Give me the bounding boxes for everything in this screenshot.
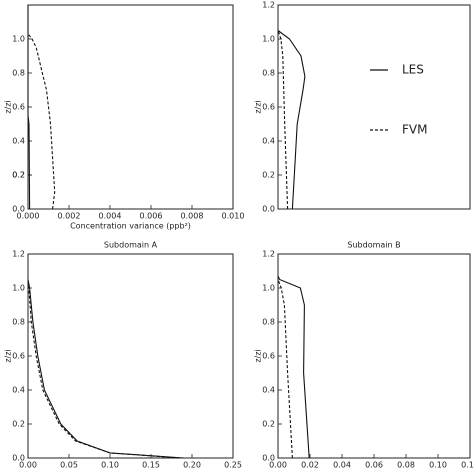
y-tick-label: 0.6	[12, 103, 25, 112]
plot-frame	[27, 4, 234, 210]
y-tick-label: 1.0	[12, 35, 25, 44]
legend-label: LES	[402, 63, 424, 77]
legend-label: FVM	[402, 123, 427, 137]
y-tick-label: 0.0	[12, 205, 25, 214]
y-axis-label: z/zi	[4, 349, 13, 362]
x-tick-label: 0.25	[224, 461, 242, 470]
y-tick-label: 0.6	[262, 103, 275, 112]
y-tick-label: 1.2	[262, 250, 275, 259]
profile-line	[277, 279, 293, 459]
y-tick-label: 0.2	[12, 420, 25, 429]
x-tick-label: 0.004	[99, 212, 122, 221]
y-tick-label: 0.0	[12, 454, 25, 463]
y-axis-label: z/zi	[254, 100, 263, 113]
y-tick-label: 0.4	[262, 386, 275, 395]
plot-frame	[277, 4, 471, 210]
y-tick-label: 0.0	[262, 205, 275, 214]
y-tick-label: 0.2	[12, 171, 25, 180]
x-tick-label: 0.010	[222, 212, 245, 221]
y-tick-label: 0.2	[262, 171, 275, 180]
x-tick-label: 0.00	[19, 461, 37, 470]
y-tick-label: 0.4	[12, 137, 25, 146]
x-tick-label: 0.10	[429, 461, 447, 470]
y-tick-label: 1.0	[262, 35, 275, 44]
profile-line	[27, 5, 31, 210]
x-tick-label: 0.02	[301, 461, 319, 470]
plot-frame	[27, 253, 234, 459]
y-tick-label: 0.4	[262, 137, 275, 146]
x-tick-label: 0.20	[183, 461, 201, 470]
x-tick-label: 0.006	[140, 212, 163, 221]
y-tick-label: 0.2	[12, 171, 25, 180]
y-tick-label: 1.2	[12, 250, 25, 259]
x-tick-label: 0.06	[365, 461, 383, 470]
x-tick-label: 0.008	[181, 212, 204, 221]
profile-line	[277, 30, 306, 210]
x-tick-label: 0.08	[397, 461, 415, 470]
x-tick-label: 0.00	[269, 461, 287, 470]
profile-line	[27, 279, 184, 459]
x-tick-label: 0.04	[333, 461, 351, 470]
y-axis-label: z/zi	[254, 349, 263, 362]
x-axis-label: Concentration variance (ppb²)	[70, 222, 191, 231]
y-tick-label: 1.2	[262, 1, 275, 10]
panel-title: Subdomain B	[347, 241, 400, 250]
x-tick-label: 0.002	[58, 212, 81, 221]
y-tick-label: 0.6	[262, 352, 275, 361]
y-axis-label: z/zi	[4, 100, 13, 113]
y-tick-label: 0.2	[262, 420, 275, 429]
profile-line	[27, 33, 56, 210]
y-tick-label: 0.8	[262, 69, 275, 78]
x-tick-label: 0.10	[101, 461, 119, 470]
x-tick-label: 0.12	[461, 461, 474, 470]
y-tick-label: 0.4	[12, 386, 25, 395]
y-tick-label: 1.0	[12, 284, 25, 293]
profile-line	[277, 30, 289, 210]
x-tick-label: 0.000	[17, 212, 40, 221]
profile-line	[277, 275, 310, 459]
y-tick-label: 0.0	[262, 454, 275, 463]
y-tick-label: 0.8	[262, 318, 275, 327]
y-tick-label: 0.6	[12, 352, 25, 361]
panel-title: Subdomain A	[104, 241, 158, 250]
y-tick-label: 0.8	[12, 318, 25, 327]
x-tick-label: 0.05	[60, 461, 78, 470]
y-tick-label: 0.8	[12, 69, 25, 78]
profile-line	[27, 282, 180, 459]
y-tick-label: 1.0	[262, 284, 275, 293]
x-tick-label: 0.15	[142, 461, 160, 470]
